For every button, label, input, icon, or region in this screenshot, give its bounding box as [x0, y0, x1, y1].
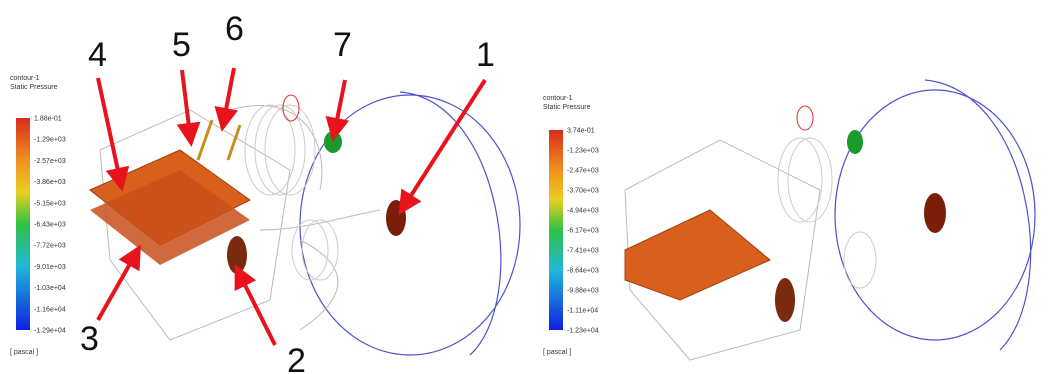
legend-tick-label: -9.01e+03: [34, 264, 66, 271]
legend-tick-label: -1.11e+04: [567, 308, 598, 315]
color-bar: [549, 130, 563, 330]
label-number: 2: [287, 342, 306, 374]
label-number: 6: [225, 10, 244, 48]
legend-tick-label: -1.23e+04: [567, 328, 599, 335]
legend-tick-label: -1.23e+03: [567, 148, 599, 155]
legend-tick-label: -9.88e+03: [567, 288, 599, 295]
legend-tick-label: -1.29e+04: [34, 328, 66, 335]
label-number: 1: [476, 36, 495, 74]
legend-title: Static Pressure: [10, 84, 58, 91]
label-number: 4: [88, 36, 107, 74]
legend-tick-label: -2.47e+03: [567, 168, 599, 175]
legend-tick-label: 3.74e-01: [567, 128, 595, 135]
label-number: 3: [80, 320, 99, 358]
legend-tick-label: -1.29e+03: [34, 137, 66, 144]
legend-tick-label: -6.43e+03: [34, 222, 66, 229]
legend-tick-label: -8.64e+03: [567, 268, 599, 275]
legend-tick-label: -2.57e+03: [34, 158, 66, 165]
legend-tick-label: 1.88e-01: [34, 116, 62, 123]
color-bar: [16, 118, 30, 330]
legend-title: contour-1: [10, 75, 40, 82]
label-number: 5: [172, 26, 191, 64]
legend-tick-label: -3.86e+03: [34, 179, 66, 186]
legend-unit: [ pascal ]: [10, 349, 38, 356]
legend-tick-label: -3.70e+03: [567, 188, 599, 195]
legend-unit: [ pascal ]: [543, 349, 571, 356]
legend-tick-label: -5.15e+03: [34, 200, 66, 207]
legend-tick-label: -6.17e+03: [567, 228, 599, 235]
right-model: [625, 80, 1035, 360]
legend-title: Static Pressure: [543, 104, 591, 111]
legend-tick-label: -1.16e+04: [34, 306, 66, 313]
left-model: [90, 92, 520, 355]
legend-title: contour-1: [543, 95, 573, 102]
legend-tick-label: -7.41e+03: [567, 248, 599, 255]
label-number: 7: [333, 26, 352, 64]
legend-tick-label: -7.72e+03: [34, 243, 66, 250]
legend-tick-label: -4.94e+03: [567, 208, 599, 215]
figure: 1 2 3 4 5 6 7 contour-1 Static Pressure 1.…: [0, 0, 1056, 374]
legend-tick-label: -1.03e+04: [34, 285, 66, 292]
